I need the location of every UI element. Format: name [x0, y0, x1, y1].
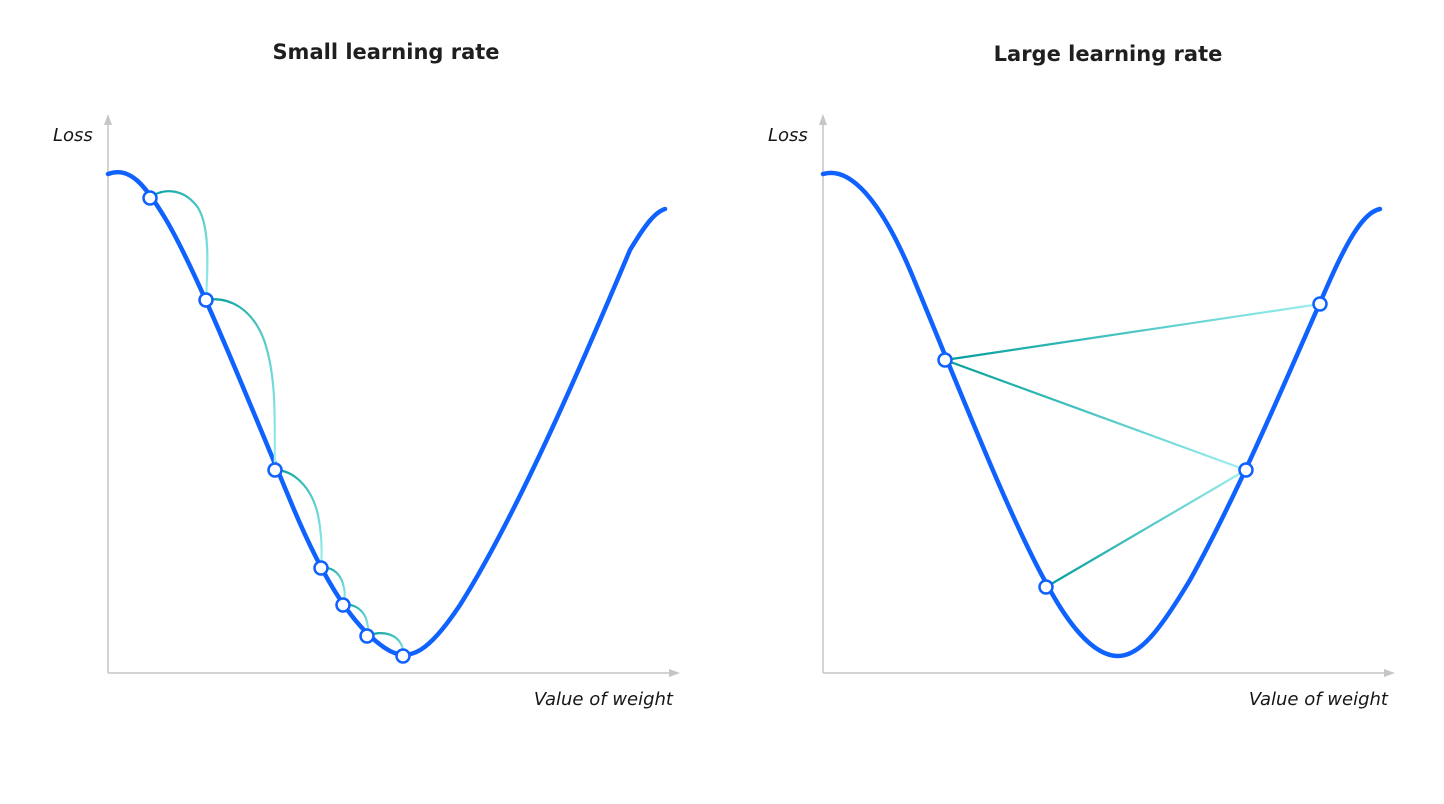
panel-title: Small learning rate — [272, 40, 499, 64]
loss-curve — [820, 170, 1383, 659]
y-axis-label: Loss — [768, 125, 808, 146]
x-axis-label: Value of weight — [534, 689, 674, 710]
y-axis-label: Loss — [53, 125, 93, 146]
step-line — [1045, 469, 1247, 588]
step-point — [1038, 579, 1054, 595]
step-point — [1238, 462, 1254, 478]
panel-title: Large learning rate — [994, 42, 1223, 66]
step-points — [937, 296, 1328, 595]
gradient-steps — [944, 302, 1321, 588]
step-point — [335, 597, 351, 613]
panel-small-learning-rate: Small learning rate Loss Value of weight — [53, 40, 680, 710]
step-line — [944, 358, 1247, 472]
step-point — [359, 628, 375, 644]
step-point — [395, 648, 411, 664]
y-axis-arrow — [819, 114, 827, 125]
loss-curve — [105, 170, 668, 658]
panel-large-learning-rate: Large learning rate Loss Value of weight — [768, 42, 1395, 710]
axes — [104, 114, 680, 677]
step-arc — [205, 298, 277, 471]
step-point — [198, 292, 214, 308]
y-axis-arrow — [104, 114, 112, 125]
step-point — [267, 462, 283, 478]
step-arc — [149, 190, 209, 301]
axes — [819, 114, 1395, 677]
x-axis-label: Value of weight — [1249, 689, 1389, 710]
step-point — [937, 352, 953, 368]
step-point — [313, 560, 329, 576]
step-arc — [274, 468, 323, 569]
x-axis-arrow — [1384, 669, 1395, 677]
step-point — [142, 190, 158, 206]
step-line — [944, 302, 1321, 362]
step-point — [1312, 296, 1328, 312]
step-points — [142, 190, 411, 664]
x-axis-arrow — [669, 669, 680, 677]
